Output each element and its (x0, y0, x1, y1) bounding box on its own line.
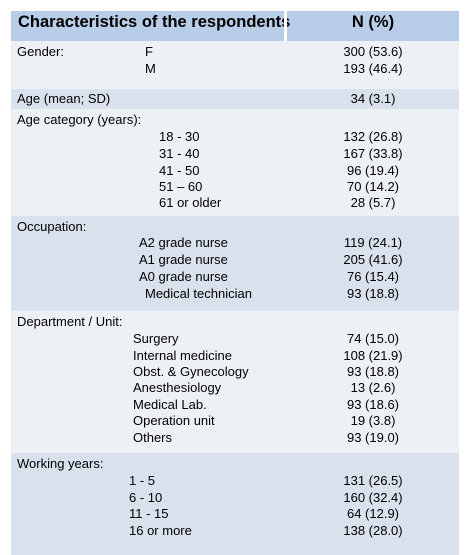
section-department: Department / Unit: Surgery 74 (15.0) Int… (11, 311, 459, 453)
row-label: F (145, 44, 153, 59)
row-label: 61 or older (159, 195, 222, 210)
row-value: 93 (18.6) (346, 397, 400, 412)
table-row: A1 grade nurse 205 (41.6) (11, 252, 459, 269)
row-label: Department / Unit: (17, 314, 123, 329)
row-label: Internal medicine (133, 348, 232, 363)
table-row: Obst. & Gynecology 93 (18.8) (11, 364, 459, 381)
row-value: 93 (18.8) (346, 286, 400, 301)
section-heading: Working years: (11, 456, 459, 473)
row-label: Working years: (17, 456, 104, 471)
section-heading: Gender: (11, 44, 459, 61)
table-row: Surgery 74 (15.0) (11, 331, 459, 348)
row-label: Age category (years): (17, 112, 142, 127)
table-row: Medical Lab. 93 (18.6) (11, 397, 459, 414)
row-value: 34 (3.1) (350, 91, 396, 106)
table-row: Medical technician 93 (18.8) (11, 286, 459, 303)
row-label: 16 or more (129, 523, 192, 538)
row-label: A0 grade nurse (139, 269, 228, 284)
section-heading: Department / Unit: (11, 314, 459, 331)
section-occupation: Occupation: A2 grade nurse 119 (24.1) A1… (11, 216, 459, 311)
table-row: 51 – 60 70 (14.2) (11, 179, 459, 196)
row-value: 131 (26.5) (343, 473, 403, 488)
row-value: 93 (19.0) (346, 430, 400, 445)
section-working-years: Working years: 1 - 5 131 (26.5) 6 - 10 1… (11, 453, 459, 555)
section-age-mean: Age (mean; SD) 34 (3.1) (11, 89, 459, 109)
section-heading: Occupation: (11, 219, 459, 236)
row-label: 11 - 15 (129, 506, 169, 521)
table-row: M 193 (46.4) (11, 61, 459, 78)
table-header: Characteristics of the respondents N (%) (11, 11, 459, 41)
row-label: 6 - 10 (129, 490, 163, 505)
table-row: F 300 (53.6) (11, 44, 459, 61)
row-label: Medical technician (145, 286, 252, 301)
row-value: 76 (15.4) (346, 269, 400, 284)
table-row: 6 - 10 160 (32.4) (11, 490, 459, 507)
row-value: 138 (28.0) (343, 523, 403, 538)
row-label: A1 grade nurse (139, 252, 228, 267)
header-n-percent: N (%) (351, 13, 395, 31)
table-row: 11 - 15 64 (12.9) (11, 506, 459, 523)
row-label: Operation unit (133, 413, 215, 428)
section-heading: Age category (years): (11, 112, 459, 129)
row-value: 167 (33.8) (343, 146, 403, 161)
row-label: 41 - 50 (159, 163, 200, 178)
row-label: M (145, 61, 156, 76)
row-label: Surgery (133, 331, 179, 346)
row-value: 132 (26.8) (343, 129, 403, 144)
row-value: 19 (3.8) (350, 413, 396, 428)
table-row: 31 - 40 167 (33.8) (11, 146, 459, 163)
row-label: Age (mean; SD) (17, 91, 111, 106)
row-value: 193 (46.4) (343, 61, 403, 76)
table-row: Others 93 (19.0) (11, 430, 459, 447)
row-label: 18 - 30 (159, 129, 200, 144)
row-label: 51 – 60 (159, 179, 203, 194)
row-value: 28 (5.7) (350, 195, 396, 210)
row-label: A2 grade nurse (139, 235, 228, 250)
table-row: 18 - 30 132 (26.8) (11, 129, 459, 146)
table-row: Internal medicine 108 (21.9) (11, 348, 459, 365)
row-label: Others (133, 430, 173, 445)
row-value: 93 (18.8) (346, 364, 400, 379)
row-value: 64 (12.9) (346, 506, 400, 521)
table-row: 61 or older 28 (5.7) (11, 195, 459, 212)
row-label: Medical Lab. (133, 397, 207, 412)
table-row: Age (mean; SD) 34 (3.1) (11, 91, 459, 108)
table-row: A2 grade nurse 119 (24.1) (11, 235, 459, 252)
row-value: 70 (14.2) (346, 179, 400, 194)
row-value: 13 (2.6) (350, 380, 396, 395)
section-gender: Gender: F 300 (53.6) M 193 (46.4) (11, 41, 459, 89)
row-label: Occupation: (17, 219, 87, 234)
row-value: 205 (41.6) (343, 252, 403, 267)
table-row: 41 - 50 96 (19.4) (11, 163, 459, 180)
table-row: Anesthesiology 13 (2.6) (11, 380, 459, 397)
section-age-category: Age category (years): 18 - 30 132 (26.8)… (11, 109, 459, 216)
header-characteristics: Characteristics of the respondents (18, 13, 291, 31)
row-value: 108 (21.9) (343, 348, 403, 363)
row-value: 160 (32.4) (343, 490, 403, 505)
row-label: Gender: (17, 44, 64, 59)
table-row: Operation unit 19 (3.8) (11, 413, 459, 430)
row-value: 96 (19.4) (346, 163, 400, 178)
column-divider (284, 11, 287, 41)
table-row: A0 grade nurse 76 (15.4) (11, 269, 459, 286)
row-label: Obst. & Gynecology (133, 364, 249, 379)
table-row: 16 or more 138 (28.0) (11, 523, 459, 540)
row-label: 31 - 40 (159, 146, 200, 161)
row-label: 1 - 5 (129, 473, 156, 488)
row-value: 74 (15.0) (346, 331, 400, 346)
row-value: 300 (53.6) (343, 44, 403, 59)
table-row: 1 - 5 131 (26.5) (11, 473, 459, 490)
row-value: 119 (24.1) (343, 235, 403, 250)
row-label: Anesthesiology (133, 380, 222, 395)
